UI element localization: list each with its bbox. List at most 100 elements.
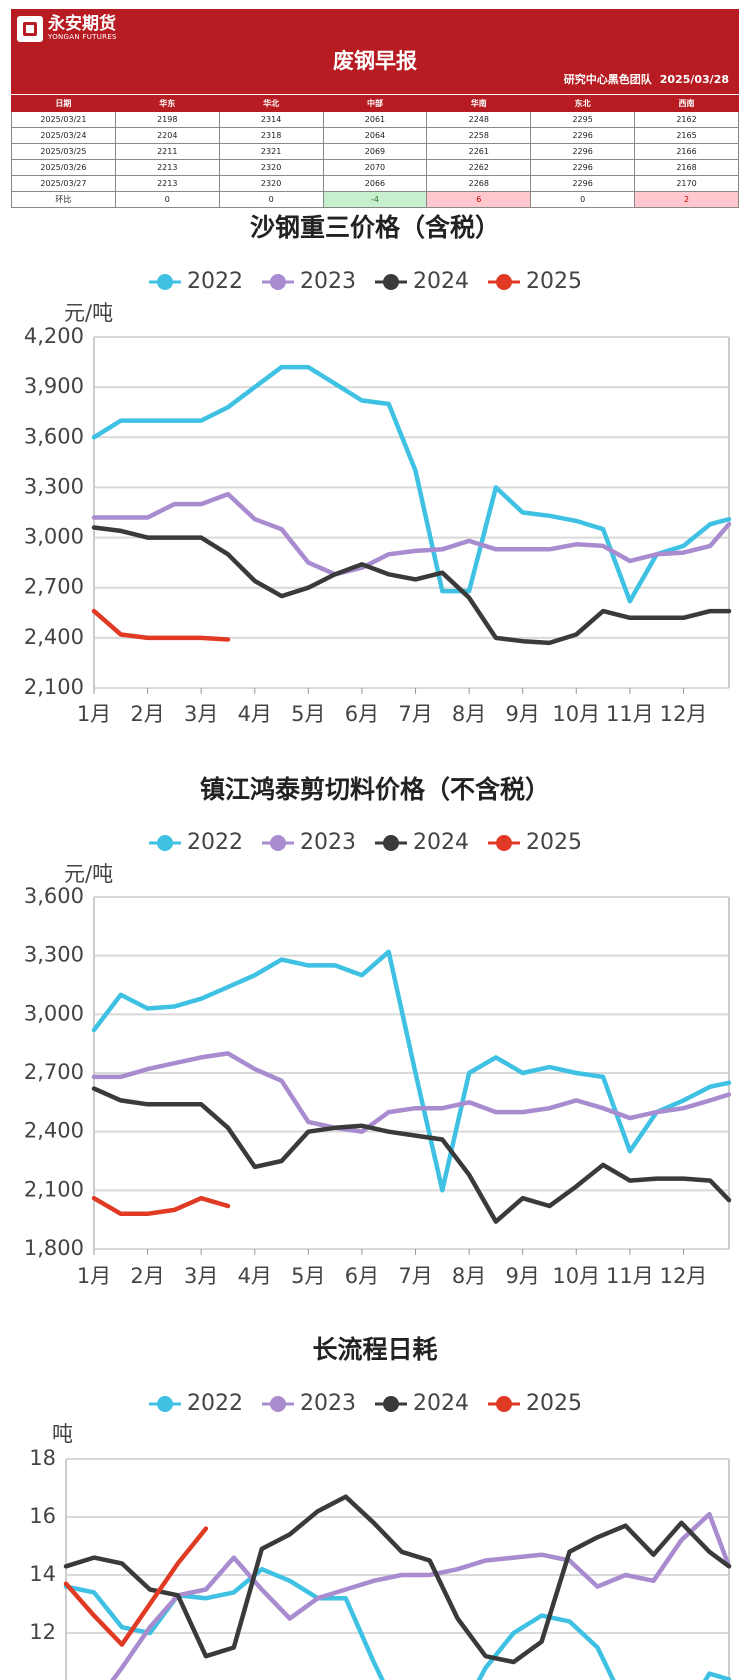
x-tick-label: 5月 [291,1264,325,1288]
table-cell: 2268 [426,175,532,192]
y-tick-label: 3,300 [24,474,84,498]
y-tick-label: 2,700 [24,1060,84,1084]
series-line [91,525,732,646]
date: 2025/03/28 [659,73,729,86]
y-tick-label: 18 [29,1446,56,1470]
table-cell: 2198 [114,111,220,128]
table-cell: 2070 [322,159,428,176]
x-tick-label: 12月 [660,1264,708,1288]
x-tick-label: 7月 [398,1264,432,1288]
y-tick-label: 2,100 [24,1177,84,1201]
x-tick-label: 6月 [345,1264,379,1288]
table-row: 2025/03/21 2198 2314 2061 2248 2295 2162 [11,111,739,128]
series-line [63,1494,732,1665]
column-header: 华北 [218,95,324,112]
table-cell: 2262 [426,159,532,176]
legend-marker [496,274,512,290]
table-cell: 2296 [530,127,636,144]
y-tick-label: 3,900 [24,374,84,398]
column-header: 中部 [322,95,428,112]
x-tick-label: 11月 [606,1264,654,1288]
series-line [91,1195,231,1217]
table-cell: 2318 [218,127,324,144]
table-cell: 2320 [218,175,324,192]
legend-label: 2025 [526,1391,582,1416]
table-cell: 2025/03/24 [11,127,116,144]
legend-label: 2022 [187,830,243,855]
y-tick-label: 2,100 [24,675,84,699]
column-header: 日期 [11,95,116,112]
x-tick-label: 2月 [130,702,164,726]
report-byline: 研究中心黑色团队 2025/03/28 [564,71,729,87]
y-tick-label: 2,400 [24,1119,84,1143]
x-tick-label: 5月 [291,702,325,726]
x-tick-label: 12月 [660,702,708,726]
x-tick-label: 4月 [238,702,272,726]
chart-title: 镇江鸿泰剪切料价格（不含税） [200,775,550,804]
y-tick-label: 14 [29,1562,56,1586]
logo-subtext: YONGAN FUTURES [48,33,117,41]
x-tick-label: 10月 [552,1264,600,1288]
table-cell: 环比 [11,191,116,208]
y-tick-label: 12 [29,1620,56,1644]
x-tick-label: 10月 [552,702,600,726]
legend-label: 2022 [187,1391,243,1416]
y-tick-label: 3,600 [24,884,84,908]
x-tick-label: 8月 [452,702,486,726]
table-cell: 2314 [218,111,324,128]
table-cell: 2258 [426,127,532,144]
table-cell: 2166 [634,143,739,160]
table-cell: 2170 [634,175,739,192]
legend-marker [270,1396,286,1412]
x-tick-label: 3月 [184,702,218,726]
table-row: 2025/03/27 2213 2320 2066 2268 2296 2170 [11,175,739,192]
y-axis-label: 元/吨 [64,862,113,886]
table-row: 2025/03/24 2204 2318 2064 2258 2296 2165 [11,127,739,144]
table-cell: 2168 [634,159,739,176]
logo: 永安期货 YONGAN FUTURES [17,15,117,42]
legend-label: 2024 [413,1391,469,1416]
series-line [63,1526,209,1647]
table-cell: 2025/03/27 [11,175,116,192]
table-cell: 0 [530,191,636,208]
table-row: 2025/03/25 2211 2321 2069 2261 2296 2166 [11,143,739,160]
chart-title: 长流程日耗 [312,1335,437,1364]
legend-label: 2025 [526,830,582,855]
y-axis-label: 吨 [52,1422,73,1446]
table-cell: 2295 [530,111,636,128]
legend-marker [383,835,399,851]
x-tick-label: 4月 [238,1264,272,1288]
x-tick-label: 9月 [506,1264,540,1288]
series-line [63,1566,732,1680]
report-header: 永安期货 YONGAN FUTURES 废钢早报 研究中心黑色团队 2025/03… [11,9,739,94]
legend-label: 2023 [300,269,356,294]
x-tick-label: 6月 [345,702,379,726]
y-tick-label: 3,300 [24,943,84,967]
table-cell: 2296 [530,143,636,160]
table-row: 环比 0 0 -4 6 0 2 [11,191,739,208]
table-row: 2025/03/26 2213 2320 2070 2262 2296 2168 [11,159,739,176]
series-line [91,1086,732,1224]
logo-icon [17,15,43,42]
chart-title: 沙钢重三价格（含税） [250,213,500,242]
table-cell: 2213 [114,159,220,176]
series-line [91,608,231,642]
legend-label: 2023 [300,830,356,855]
table-cell: 2162 [634,111,739,128]
table-cell: 6 [426,191,532,208]
x-tick-label: 3月 [184,1264,218,1288]
team: 研究中心黑色团队 [563,73,652,86]
series-line [110,1511,732,1680]
column-header: 东北 [530,95,636,112]
legend-marker [383,1396,399,1412]
legend-label: 2024 [413,269,469,294]
x-tick-label: 2月 [130,1264,164,1288]
table-cell: 2320 [218,159,324,176]
legend-label: 2023 [300,1391,356,1416]
legend-marker [496,835,512,851]
legend-marker [270,835,286,851]
table-cell: 2 [634,191,739,208]
legend-marker [157,835,173,851]
table-cell: 2069 [322,143,428,160]
